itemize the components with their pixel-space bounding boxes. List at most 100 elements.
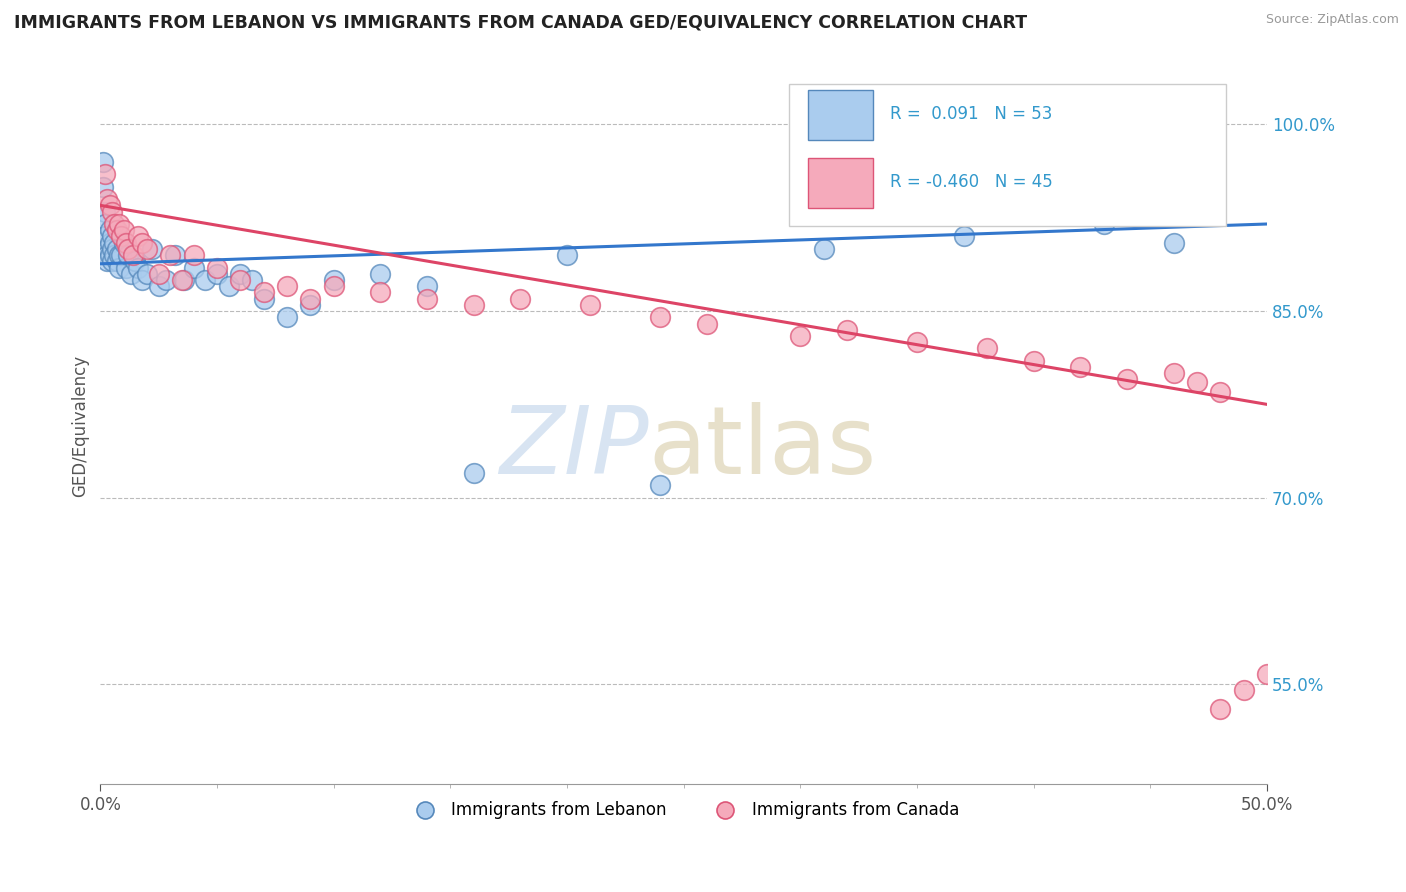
Text: IMMIGRANTS FROM LEBANON VS IMMIGRANTS FROM CANADA GED/EQUIVALENCY CORRELATION CH: IMMIGRANTS FROM LEBANON VS IMMIGRANTS FR…: [14, 13, 1028, 31]
Point: [253, 285, 276, 300]
Point: [905, 335, 928, 350]
Point: [96, 248, 118, 262]
Point: [117, 242, 139, 256]
Point: [98, 223, 121, 237]
Text: R = -0.460   N = 45: R = -0.460 N = 45: [890, 172, 1053, 191]
Point: [368, 267, 391, 281]
Point: [183, 260, 205, 275]
Point: [205, 260, 228, 275]
Point: [105, 254, 128, 268]
Point: [148, 267, 170, 281]
Point: [103, 235, 125, 250]
Point: [110, 229, 132, 244]
Point: [124, 254, 146, 268]
Point: [163, 248, 186, 262]
Point: [122, 248, 145, 262]
Legend: Immigrants from Lebanon, Immigrants from Canada: Immigrants from Lebanon, Immigrants from…: [401, 794, 966, 825]
Point: [94, 229, 117, 244]
Point: [299, 292, 322, 306]
Point: [115, 235, 138, 250]
Point: [173, 273, 195, 287]
Text: Source: ZipAtlas.com: Source: ZipAtlas.com: [1265, 13, 1399, 27]
Point: [1209, 702, 1232, 716]
Text: R =  0.091   N = 53: R = 0.091 N = 53: [890, 104, 1053, 122]
Point: [813, 242, 835, 256]
Point: [650, 478, 672, 492]
Point: [155, 273, 177, 287]
Y-axis label: GED/Equivalency: GED/Equivalency: [72, 355, 89, 497]
Text: atlas: atlas: [648, 401, 877, 493]
Point: [1256, 667, 1278, 681]
Point: [416, 292, 439, 306]
Point: [416, 279, 439, 293]
Point: [141, 242, 163, 256]
Point: [463, 298, 485, 312]
Point: [579, 298, 602, 312]
Point: [696, 317, 718, 331]
Point: [183, 248, 205, 262]
Point: [1209, 384, 1232, 399]
Point: [131, 235, 153, 250]
Point: [976, 342, 998, 356]
Point: [835, 323, 858, 337]
Point: [650, 310, 672, 325]
Point: [1069, 359, 1091, 374]
Point: [108, 217, 131, 231]
Point: [1163, 366, 1185, 380]
Point: [170, 273, 193, 287]
Point: [101, 242, 124, 256]
Point: [127, 260, 149, 275]
Point: [112, 235, 135, 250]
Point: [108, 248, 131, 262]
Point: [103, 248, 125, 262]
Point: [96, 254, 118, 268]
Point: [94, 167, 117, 181]
Point: [127, 229, 149, 244]
Point: [117, 248, 139, 262]
Point: [110, 248, 132, 262]
Point: [1185, 375, 1208, 389]
Point: [159, 248, 181, 262]
Point: [1232, 683, 1254, 698]
Point: [952, 229, 974, 244]
Point: [276, 310, 298, 325]
Point: [94, 217, 117, 231]
Point: [1116, 372, 1139, 386]
Point: [148, 279, 170, 293]
Point: [322, 279, 344, 293]
Point: [299, 298, 322, 312]
Point: [555, 248, 578, 262]
Point: [96, 192, 118, 206]
Point: [115, 260, 138, 275]
Point: [112, 223, 135, 237]
FancyBboxPatch shape: [789, 84, 1226, 226]
Point: [96, 242, 118, 256]
Point: [103, 217, 125, 231]
Point: [108, 260, 131, 275]
Point: [229, 273, 252, 287]
Point: [253, 292, 276, 306]
Point: [101, 204, 124, 219]
Point: [101, 254, 124, 268]
Point: [98, 235, 121, 250]
Point: [136, 242, 159, 256]
Point: [789, 329, 811, 343]
Point: [1022, 354, 1045, 368]
Text: ZIP: ZIP: [499, 402, 648, 493]
Point: [94, 204, 117, 219]
Point: [105, 223, 128, 237]
FancyBboxPatch shape: [808, 90, 873, 140]
Point: [1163, 235, 1185, 250]
Point: [136, 267, 159, 281]
Point: [101, 229, 124, 244]
Point: [91, 179, 114, 194]
Point: [1092, 217, 1115, 231]
Point: [205, 267, 228, 281]
Point: [194, 273, 217, 287]
Point: [105, 242, 128, 256]
Point: [131, 273, 153, 287]
Point: [218, 279, 240, 293]
Point: [463, 466, 485, 480]
Point: [368, 285, 391, 300]
Point: [509, 292, 531, 306]
